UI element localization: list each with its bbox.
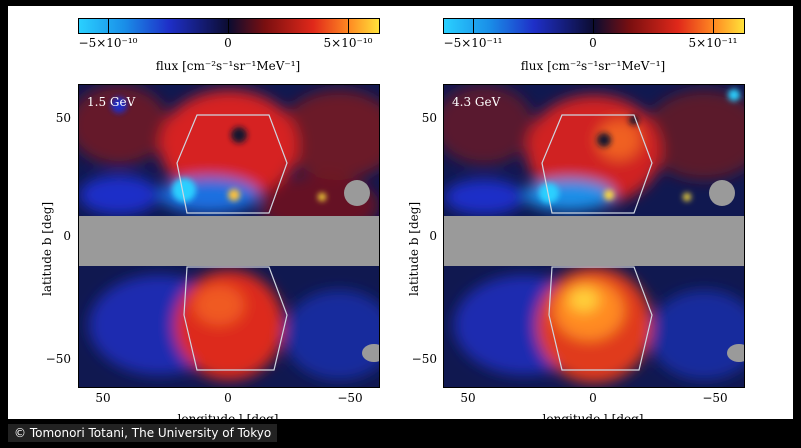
colorbar-tick-label: −5×10⁻¹¹	[443, 36, 503, 50]
x-tick-label: −50	[337, 391, 363, 405]
y-tick-label: −50	[45, 352, 71, 366]
y-tick-label: 0	[429, 229, 437, 243]
sky-map-image	[79, 85, 379, 387]
x-tick-label: 50	[95, 391, 111, 405]
sky-map-image	[444, 85, 744, 387]
x-tick-label: 0	[589, 391, 597, 405]
colorbar	[78, 18, 380, 34]
panel-1-5-gev: −5×10⁻¹⁰ 0 5×10⁻¹⁰ flux [cm⁻²s⁻¹sr⁻¹MeV⁻…	[8, 6, 400, 426]
x-tick-label: −50	[702, 391, 728, 405]
energy-label: 1.5 GeV	[87, 95, 136, 109]
sky-map: 4.3 GeV	[443, 84, 745, 388]
colorbar-tick-label: 0	[224, 36, 232, 50]
image-credit: © Tomonori Totani, The University of Tok…	[8, 424, 278, 442]
colorbar-title: flux [cm⁻²s⁻¹sr⁻¹MeV⁻¹]	[155, 59, 301, 73]
x-axis-label: longitude l [deg]	[177, 412, 279, 426]
colorbar-tick-label: −5×10⁻¹⁰	[78, 36, 138, 50]
energy-label: 4.3 GeV	[452, 95, 501, 109]
sky-map: 1.5 GeV	[78, 84, 380, 388]
y-tick-label: 50	[55, 111, 71, 125]
y-axis-label: latitude b [deg]	[407, 201, 421, 296]
colorbar-tick-label: 0	[589, 36, 597, 50]
y-tick-label: 0	[63, 229, 71, 243]
colorbar-title: flux [cm⁻²s⁻¹sr⁻¹MeV⁻¹]	[520, 59, 666, 73]
y-tick-label: −50	[411, 352, 437, 366]
panel-4-3-gev: −5×10⁻¹¹ 0 5×10⁻¹¹ flux [cm⁻²s⁻¹sr⁻¹MeV⁻…	[401, 6, 793, 426]
colorbar	[443, 18, 745, 34]
y-axis-label: latitude b [deg]	[40, 201, 54, 296]
colorbar-tick-label: 5×10⁻¹⁰	[323, 36, 373, 50]
x-tick-label: 0	[224, 391, 232, 405]
colorbar-tick-label: 5×10⁻¹¹	[688, 36, 738, 50]
y-tick-label: 50	[421, 111, 437, 125]
x-axis-label: longitude l [deg]	[542, 412, 644, 426]
x-tick-label: 50	[460, 391, 476, 405]
figure: −5×10⁻¹⁰ 0 5×10⁻¹⁰ flux [cm⁻²s⁻¹sr⁻¹MeV⁻…	[8, 6, 793, 426]
